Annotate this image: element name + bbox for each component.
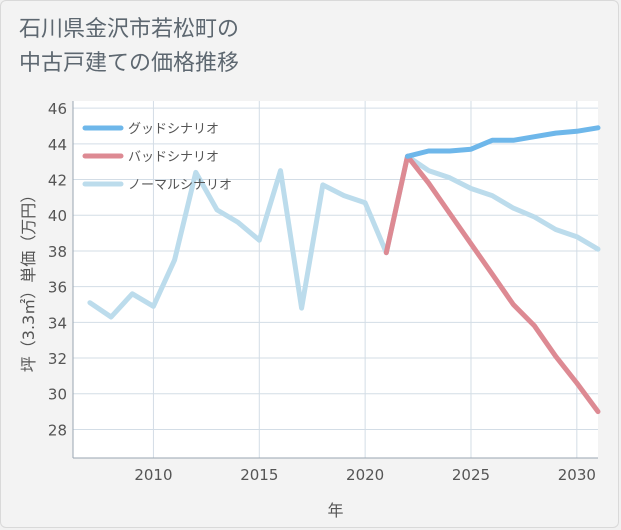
chart-title-line-1: 石川県金沢市若松町の (19, 17, 240, 42)
chart-title-line-2: 中古戸建ての価格推移 (19, 51, 240, 76)
x-tick-label: 2020 (346, 466, 384, 484)
y-tick-label: 44 (48, 136, 67, 154)
series-line (383, 153, 601, 415)
y-tick-label: 46 (48, 100, 67, 118)
series-line (87, 153, 601, 320)
y-tick-label: 40 (48, 207, 67, 225)
y-tick-label: 42 (48, 172, 67, 190)
x-axis-label: 年 (327, 501, 343, 520)
chart-title: 石川県金沢市若松町の 中古戸建ての価格推移 (19, 13, 239, 81)
legend-label: グッドシナリオ (128, 122, 219, 137)
x-tick-label: 2015 (240, 466, 278, 484)
y-tick-label: 32 (48, 350, 67, 368)
y-tick-label: 38 (48, 243, 67, 261)
y-axis-label: 坪（3.3㎡）単価（万円） (19, 187, 38, 372)
series-line (405, 125, 601, 159)
y-tick-label: 28 (48, 421, 67, 439)
legend-label: バッドシナリオ (128, 150, 219, 165)
legend-label: ノーマルシナリオ (128, 178, 232, 193)
x-tick-label: 2010 (134, 466, 172, 484)
y-tick-label: 36 (48, 279, 67, 297)
y-tick-label: 30 (48, 386, 67, 404)
plot-area (73, 101, 598, 458)
x-tick-label: 2025 (452, 466, 490, 484)
x-tick-label: 2030 (558, 466, 596, 484)
y-tick-label: 34 (48, 314, 67, 332)
